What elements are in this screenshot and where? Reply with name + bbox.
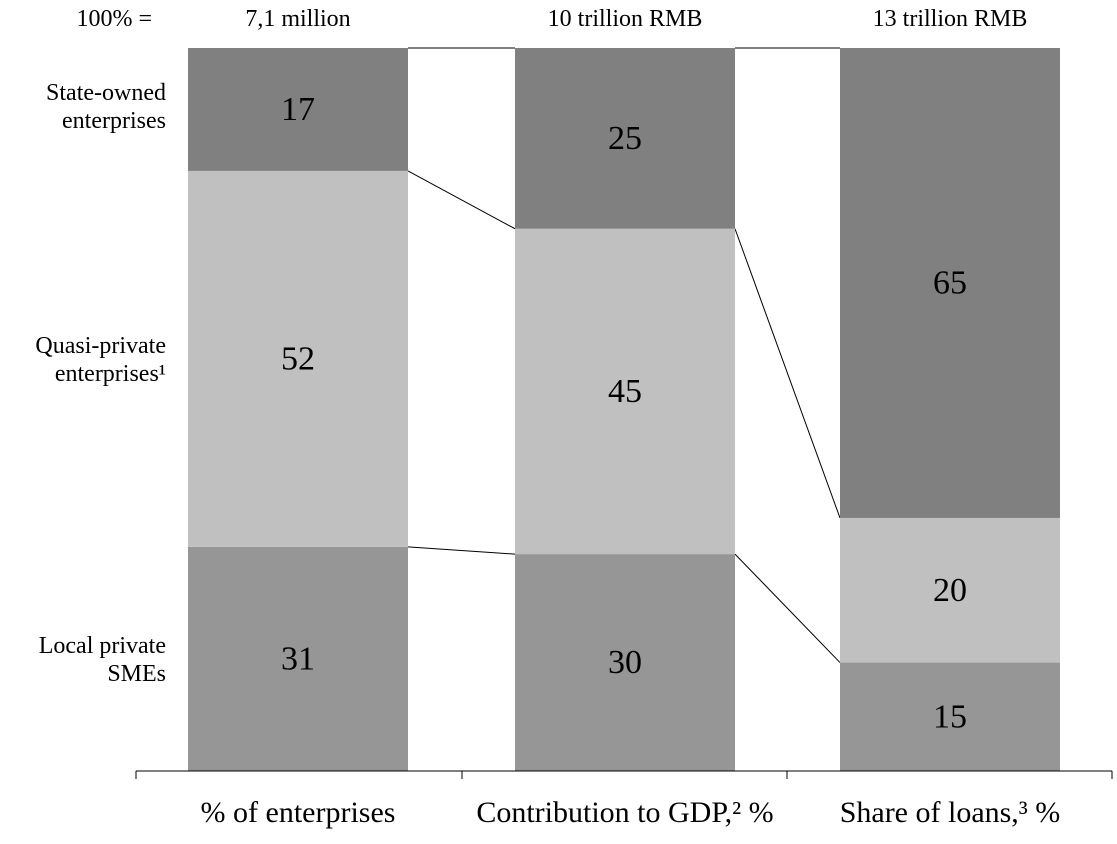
bar-segment [840, 517, 1060, 663]
bar-segment [188, 48, 408, 171]
column-total-label: 7,1 million [245, 6, 350, 32]
column-totals: 100% = 7,1 million 10 trillion RMB 13 tril… [76, 6, 1027, 32]
bar-segment [840, 48, 1060, 518]
segment-value-label: 45 [608, 373, 642, 410]
bar-segment [188, 546, 408, 771]
series-label: Quasi-private [35, 333, 166, 359]
connector-line [407, 546, 516, 555]
bar-segment [515, 228, 735, 555]
connector-line [734, 228, 841, 519]
series-label: enterprises¹ [55, 361, 166, 387]
bar-segment [515, 48, 735, 229]
connector-lines [407, 47, 841, 663]
segment-value-label: 52 [281, 340, 315, 377]
series-label: SMEs [107, 661, 166, 687]
series-labels: Local privateSMEsQuasi-privateenterprise… [35, 80, 166, 687]
series-label: enterprises [62, 108, 166, 134]
segment-value-label: 17 [281, 91, 315, 128]
connector-line [734, 553, 841, 663]
x-axis [135, 770, 1113, 779]
bars [188, 48, 1060, 771]
bar-segment [515, 554, 735, 771]
category-labels: % of enterprises Contribution to GDP,² % S… [201, 796, 1061, 829]
segment-value-label: 25 [608, 120, 642, 157]
segment-value-label: 20 [933, 572, 967, 609]
column-total-label: 13 trillion RMB [873, 6, 1028, 32]
connector-line [407, 170, 516, 230]
bar-segment [840, 662, 1060, 771]
segment-value-label: 15 [933, 698, 967, 735]
series-label: Local private [39, 633, 166, 659]
category-label: Share of loans,³ % [840, 796, 1061, 829]
total-prefix-label: 100% = [76, 6, 152, 32]
column-total-label: 10 trillion RMB [548, 6, 703, 32]
series-label: State-owned [46, 80, 166, 106]
category-label: Contribution to GDP,² % [476, 796, 773, 829]
segment-value-label: 65 [933, 264, 967, 301]
segment-value-labels: 31 52 17 30 45 25 15 20 65 [281, 91, 967, 735]
segment-value-label: 31 [281, 640, 315, 677]
category-label: % of enterprises [201, 796, 396, 829]
bar-segment [188, 170, 408, 547]
segment-value-label: 30 [608, 644, 642, 681]
